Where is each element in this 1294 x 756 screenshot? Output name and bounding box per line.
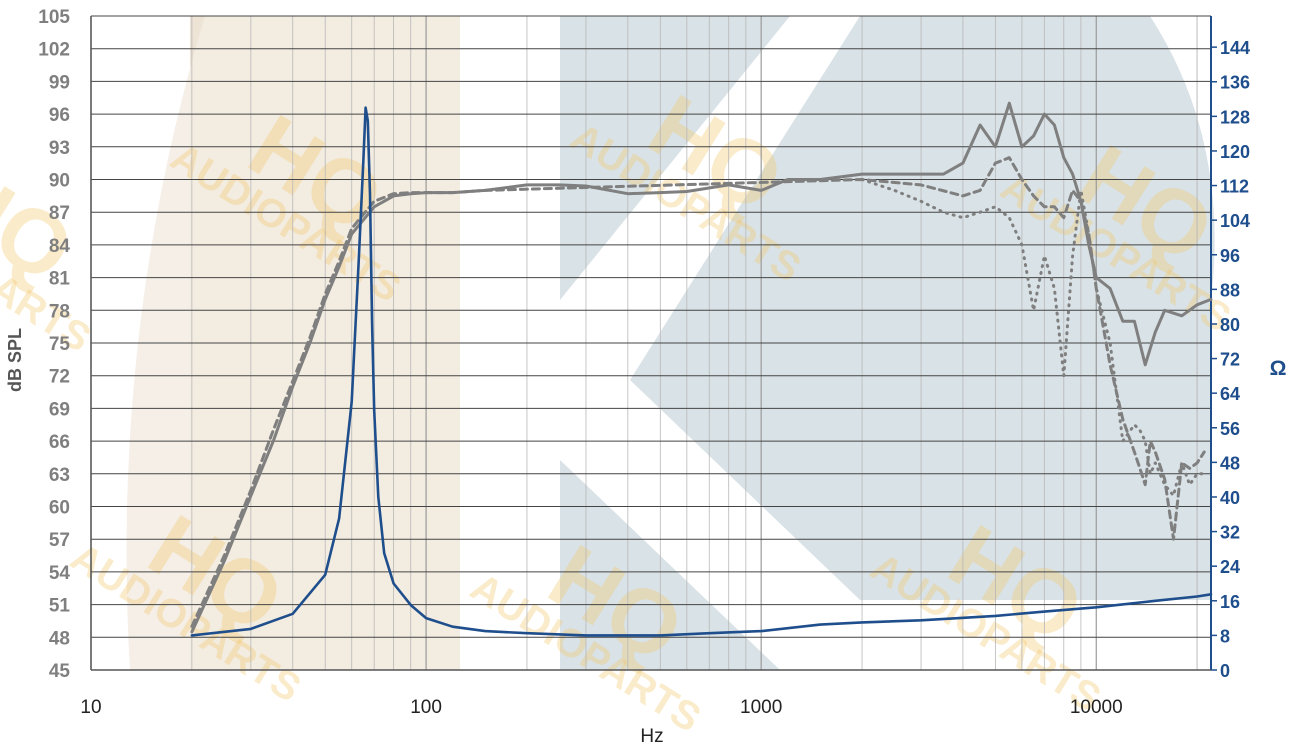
y-tick-label: 48 [49, 628, 70, 649]
y-tick-label: 69 [49, 399, 70, 420]
y-tick-label: 87 [49, 203, 70, 224]
x-tick-label: 1000 [740, 697, 782, 718]
y2-tick-label: 24 [1220, 557, 1240, 577]
y-tick-label: 84 [49, 236, 71, 257]
y-tick-label: 102 [38, 40, 70, 61]
y2-tick-label: 72 [1220, 350, 1240, 370]
series-line-impedance [190, 106, 1213, 637]
y-tick-label: 45 [49, 661, 71, 682]
cool-band-bottom-left [560, 460, 780, 670]
y-tick-label: 51 [49, 596, 71, 617]
y-tick-label: 99 [49, 72, 70, 93]
y2-tick-label: 128 [1220, 107, 1250, 127]
series-line-spl-dotted [860, 178, 1206, 498]
x-tick-label: 100 [410, 697, 442, 718]
y-tick-label: 60 [49, 498, 70, 519]
x-axis-title: Hz [640, 726, 663, 747]
y2-tick-label: 80 [1220, 315, 1240, 335]
axes-layer: 45 48 51 54 57 60 63 66 69 72 75 78 81 84 87 90 93 96 99 10… [38, 7, 1250, 718]
grid-layer [90, 15, 1211, 671]
y2-tick-label: 112 [1220, 177, 1249, 197]
y2-tick-label: 16 [1220, 592, 1240, 612]
x-tick-label: 10 [80, 697, 101, 718]
y2-tick-label: 8 [1220, 626, 1230, 646]
y-tick-label: 75 [49, 334, 71, 355]
labels-layer: Hz dB SPL Ω [5, 328, 1286, 747]
y-tick-label: 72 [49, 367, 70, 388]
y2-tick-label: 96 [1220, 246, 1240, 266]
y-tick-label: 81 [49, 269, 71, 290]
y2-tick-label: 48 [1220, 453, 1240, 473]
y2-tick-label: 120 [1220, 142, 1250, 162]
y-tick-label: 54 [49, 563, 71, 584]
y2-tick-label: 56 [1220, 419, 1240, 439]
y-tick-label: 57 [49, 530, 70, 551]
y-tick-label: 78 [49, 301, 70, 322]
y2-axis-title: Ω [1270, 357, 1287, 380]
y-tick-label: 96 [49, 105, 70, 126]
x-tick-label: 10000 [1070, 697, 1123, 718]
y2-tick-label: 32 [1220, 523, 1240, 543]
y-tick-label: 90 [49, 171, 70, 192]
y2-tick-label: 104 [1220, 211, 1250, 231]
y2-tick-label: 88 [1220, 280, 1240, 300]
y2-tick-label: 144 [1220, 38, 1250, 58]
y-axis-title: dB SPL [5, 328, 25, 392]
y2-tick-label: 40 [1220, 488, 1240, 508]
series-line-spl-dashed [190, 156, 1206, 628]
series-layer [190, 101, 1213, 637]
cool-band-right [630, 16, 1215, 600]
y2-tick-label: 64 [1220, 384, 1240, 404]
y2-tick-label: 0 [1220, 661, 1230, 681]
y-tick-label: 105 [38, 7, 70, 28]
y-tick-label: 63 [49, 465, 70, 486]
y-tick-label: 66 [49, 432, 70, 453]
y2-tick-label: 136 [1220, 73, 1250, 93]
cool-band-top-left [560, 16, 790, 300]
y-tick-label: 93 [49, 138, 70, 159]
